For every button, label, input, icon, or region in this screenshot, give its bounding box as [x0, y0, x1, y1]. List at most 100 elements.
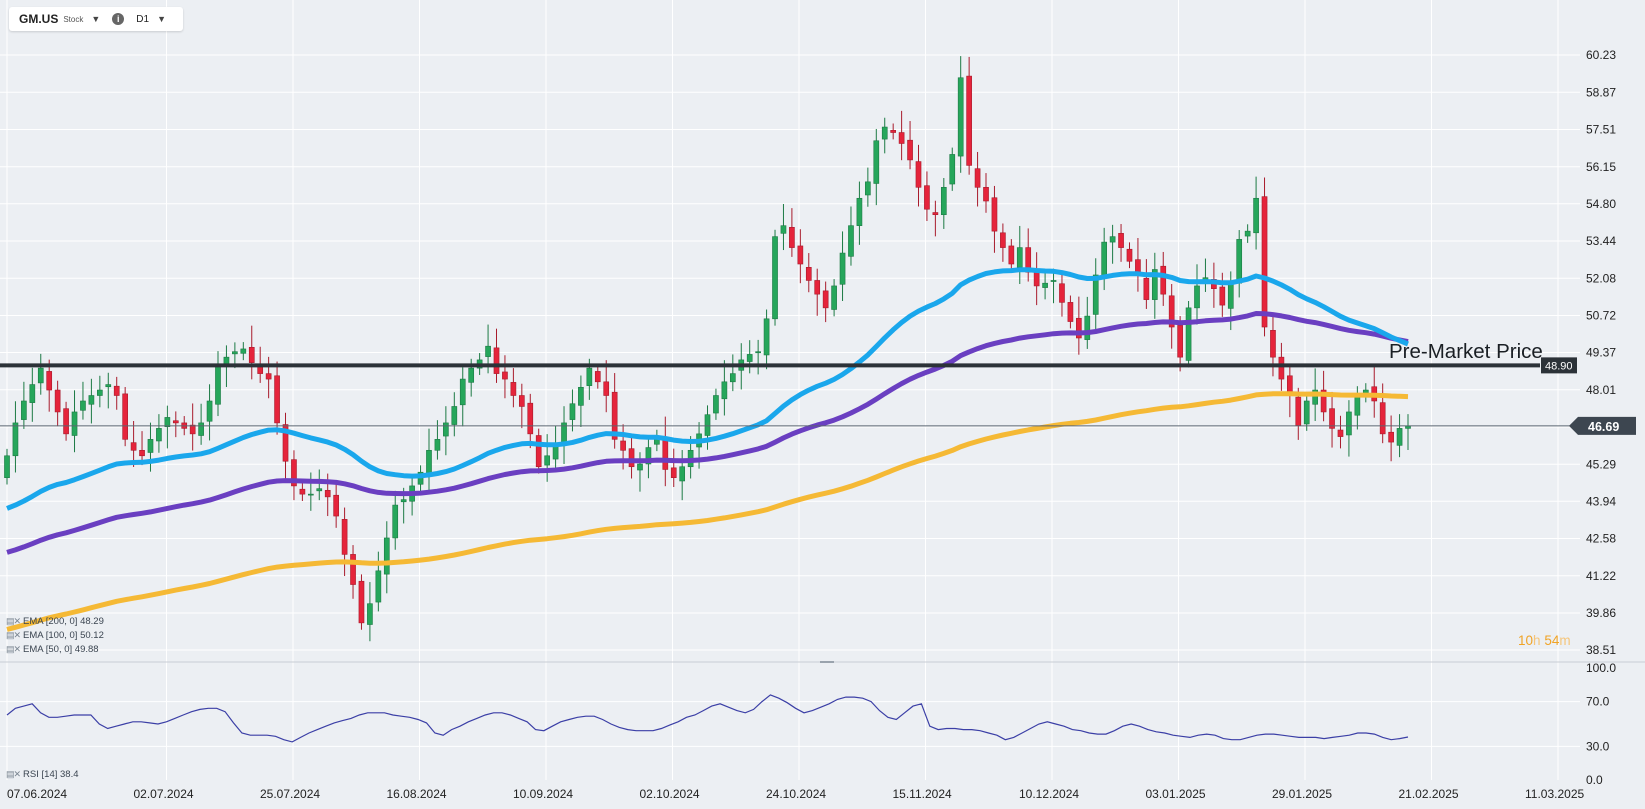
countdown-hours: 10	[1518, 633, 1534, 648]
candle-body	[1227, 282, 1234, 309]
candle-body	[1050, 280, 1057, 282]
candle-body	[814, 280, 821, 295]
candle-body	[324, 489, 331, 498]
candle-body	[1219, 286, 1226, 306]
candle-body	[274, 375, 280, 424]
candle-body	[1329, 408, 1335, 429]
date-tick-label: 10.12.2024	[1019, 787, 1079, 801]
candle-body	[156, 428, 162, 442]
price-tick-label: 60.23	[1586, 48, 1616, 62]
candle-body	[367, 603, 373, 625]
price-tick-label: 53.44	[1586, 234, 1616, 248]
settings-icon[interactable]: ▤✕	[6, 644, 21, 654]
candle-body	[670, 467, 677, 478]
candle-body	[510, 382, 517, 396]
current-price-badge	[1569, 416, 1636, 435]
rsi-tick-label: 100.0	[1586, 661, 1616, 675]
settings-icon[interactable]: ▤✕	[6, 769, 21, 779]
price-tick-label: 45.29	[1586, 457, 1616, 471]
candle-body	[805, 267, 812, 281]
candle-body	[1270, 330, 1276, 358]
candle-body	[1194, 285, 1200, 309]
timeframe-caret-down-icon[interactable]: ▼	[157, 14, 166, 24]
candle-body	[1396, 428, 1403, 446]
candle-body	[172, 420, 179, 424]
candle-body	[1092, 274, 1099, 315]
candle-body	[898, 132, 905, 144]
caret-down-icon[interactable]: ▼	[91, 14, 101, 24]
price-tick-label: 56.15	[1586, 160, 1616, 174]
candle-body	[1253, 197, 1259, 234]
candle-body	[341, 519, 348, 555]
candle-body	[443, 422, 449, 437]
candle-body	[1076, 317, 1082, 339]
ema200-legend: ▤✕ EMA [200, 0] 48.29	[6, 616, 104, 627]
candle-body	[772, 236, 778, 320]
candle-body	[789, 227, 795, 248]
price-tick-label: 49.37	[1586, 346, 1616, 360]
candle-body	[113, 385, 120, 396]
candle-body	[147, 439, 154, 453]
candle-body	[46, 371, 53, 391]
date-tick-label: 15.11.2024	[893, 787, 952, 801]
candle-body	[434, 439, 441, 451]
candle-body	[940, 187, 947, 216]
ema100-legend-text: EMA [100, 0] 50.12	[23, 630, 104, 641]
settings-icon[interactable]: ▤✕	[6, 630, 21, 640]
candle-body	[535, 435, 542, 468]
candle-body	[1354, 395, 1361, 416]
candle-body	[1295, 396, 1302, 426]
candle-body	[392, 504, 399, 539]
candle-body	[468, 367, 475, 383]
info-icon[interactable]: i	[112, 13, 125, 25]
rsi-line	[6, 694, 1409, 743]
candle-body	[1337, 429, 1344, 437]
candle-body	[198, 422, 204, 436]
candle-body	[1143, 277, 1150, 300]
settings-icon[interactable]: ▤✕	[6, 616, 21, 626]
candle-body	[983, 187, 989, 202]
candle-body	[1278, 356, 1285, 380]
countdown-minutes: 54	[1544, 633, 1560, 648]
candle-body	[1008, 245, 1015, 265]
price-tick-label: 41.22	[1586, 569, 1616, 583]
candle-body	[527, 402, 534, 435]
candle-body	[451, 406, 458, 425]
price-tick-label: 42.58	[1586, 532, 1616, 546]
candle-body	[569, 403, 576, 420]
candle-body	[88, 395, 95, 405]
symbol-label[interactable]: GM.US	[19, 12, 59, 26]
timeframe-label[interactable]: D1	[136, 13, 150, 25]
candle-body	[763, 318, 770, 356]
candle-body	[544, 455, 550, 466]
candle-body	[1084, 315, 1091, 340]
candle-body	[1379, 402, 1386, 435]
price-tick-label: 50.72	[1586, 309, 1616, 323]
candle-body	[485, 345, 491, 357]
price-tick-label: 43.94	[1586, 494, 1616, 508]
candle-body	[63, 408, 69, 435]
price-tick-label: 57.51	[1586, 123, 1616, 137]
candle-body	[594, 371, 601, 383]
candle-body	[358, 580, 365, 624]
candle-body	[1168, 295, 1175, 328]
candle-body	[459, 378, 466, 406]
candle-body	[54, 389, 61, 413]
candle-body	[611, 391, 618, 440]
ema50-legend: ▤✕ EMA [50, 0] 49.88	[6, 644, 99, 655]
candle-countdown: 10h 54m	[1518, 633, 1571, 648]
candle-body	[383, 537, 390, 575]
rsi-tick-label: 70.0	[1586, 695, 1610, 709]
candle-body	[797, 245, 804, 265]
candle-body	[1303, 400, 1310, 425]
candle-body	[240, 348, 247, 354]
ema100-legend: ▤✕ EMA [100, 0] 50.12	[6, 630, 104, 641]
ema50-line	[6, 267, 1409, 511]
candle-body	[1346, 411, 1352, 436]
countdown-h-unit: h	[1533, 633, 1541, 648]
candle-body	[4, 455, 10, 478]
ema200-line	[6, 391, 1409, 632]
ema50-legend-text: EMA [50, 0] 49.88	[23, 644, 99, 655]
